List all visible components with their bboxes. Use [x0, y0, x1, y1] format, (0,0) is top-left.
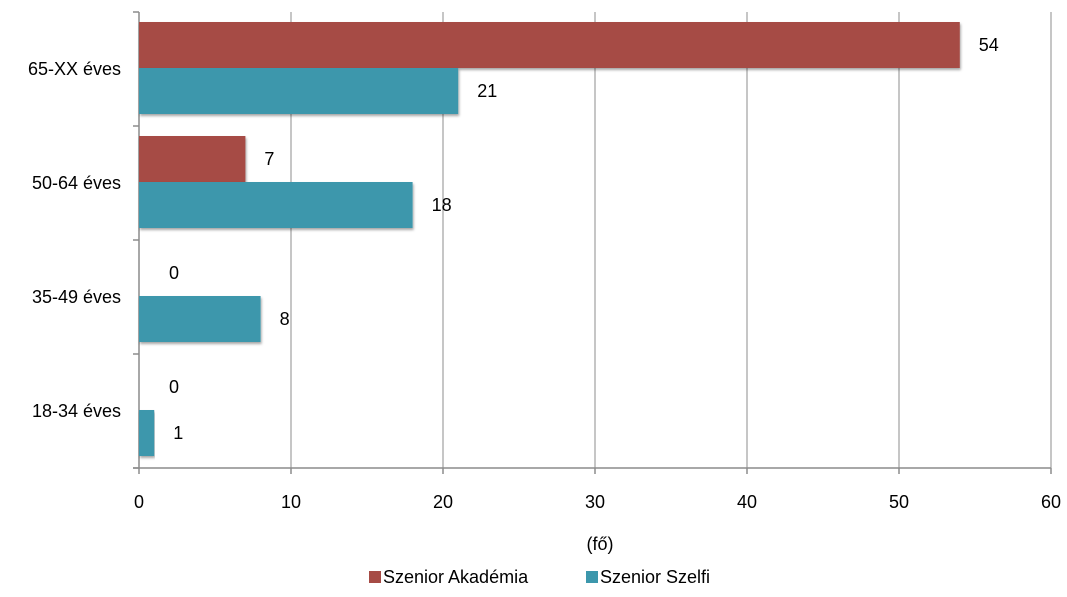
data-label-szenior-akademia-1: 7 — [264, 149, 274, 169]
legend-label-szenior-akademia: Szenior Akadémia — [383, 567, 529, 587]
data-label-szenior-akademia-0: 54 — [979, 35, 999, 55]
data-label-szenior-akademia-2: 0 — [169, 263, 179, 283]
x-tick-label-30: 30 — [585, 492, 605, 512]
bar-szenior-szelfi-1 — [139, 182, 413, 228]
legend-label-szenior-szelfi: Szenior Szelfi — [600, 567, 710, 587]
bar-szenior-szelfi-2 — [139, 296, 261, 342]
category-label-2: 35-49 éves — [32, 287, 121, 307]
bar-szenior-akademia-0 — [139, 22, 960, 68]
bar-szenior-szelfi-3 — [139, 410, 155, 456]
data-label-szenior-szelfi-0: 21 — [477, 81, 497, 101]
category-label-0: 65-XX éves — [28, 59, 121, 79]
x-tick-label-50: 50 — [889, 492, 909, 512]
x-tick-label-60: 60 — [1041, 492, 1061, 512]
bars — [139, 22, 960, 456]
category-label-1: 50-64 éves — [32, 173, 121, 193]
x-tick-label-20: 20 — [433, 492, 453, 512]
bar-szenior-szelfi-0 — [139, 68, 459, 114]
category-label-3: 18-34 éves — [32, 401, 121, 421]
x-tick-label-10: 10 — [281, 492, 301, 512]
bar-szenior-akademia-1 — [139, 136, 246, 182]
x-axis-title: (fő) — [587, 534, 614, 554]
data-labels: 54 21 7 18 0 8 0 1 — [169, 35, 999, 443]
legend: Szenior Akadémia Szenior Szelfi — [369, 567, 710, 587]
data-label-szenior-szelfi-3: 1 — [173, 423, 183, 443]
data-label-szenior-szelfi-1: 18 — [432, 195, 452, 215]
x-tick-label-0: 0 — [134, 492, 144, 512]
x-tick-label-40: 40 — [737, 492, 757, 512]
data-label-szenior-szelfi-2: 8 — [280, 309, 290, 329]
legend-swatch-szenior-szelfi — [586, 571, 598, 583]
data-label-szenior-akademia-3: 0 — [169, 377, 179, 397]
legend-swatch-szenior-akademia — [369, 571, 381, 583]
